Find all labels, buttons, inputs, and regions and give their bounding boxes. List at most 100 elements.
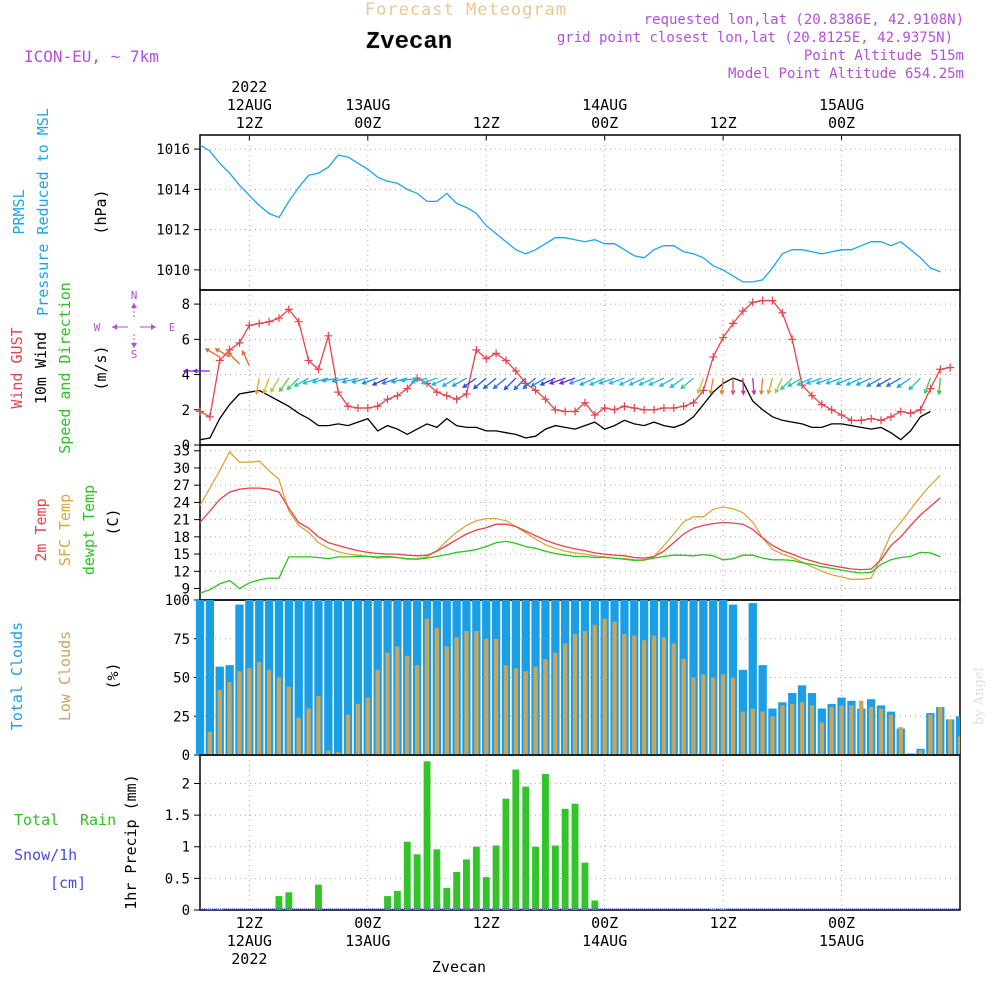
low-cloud-bar-13 <box>326 750 331 755</box>
model-label: ICON-EU, ~ 7km <box>24 47 159 66</box>
gust-point-74 <box>926 384 935 393</box>
gust-point-52 <box>709 352 718 361</box>
wind-arrow-28 <box>462 377 477 388</box>
rain-bar-22 <box>551 845 559 910</box>
top-time-label-0-2: 12Z <box>236 114 263 132</box>
wind-arrow-60 <box>779 377 793 391</box>
wind-arrow-17 <box>351 377 368 384</box>
bottom-time-label-3-0: 00Z <box>591 914 618 932</box>
gust-point-42 <box>610 405 619 414</box>
wind-arrow-23 <box>410 377 428 384</box>
wind-arrow-69 <box>866 377 882 387</box>
wind-arrow-41 <box>588 377 605 386</box>
sfc-temp-series <box>199 450 941 580</box>
gust-point-34 <box>531 386 540 395</box>
low-cloud-bar-42 <box>612 621 617 755</box>
gust-point-36 <box>551 405 560 414</box>
requested-coords: requested lon,lat (20.8386E, 42.9108N) <box>644 12 964 28</box>
wind-arrow-47 <box>648 377 665 386</box>
rain-bar-12 <box>453 872 461 910</box>
gust-point-39 <box>580 398 589 407</box>
temp-ytick-label-3: 18 <box>173 530 190 546</box>
pressure-label-prmsl: PRMSL <box>10 189 28 234</box>
rain-bar-20 <box>532 846 539 910</box>
wind-arrow-26 <box>441 377 457 387</box>
temp-ytick-label-4: 21 <box>173 513 190 529</box>
low-cloud-bar-32 <box>513 668 518 755</box>
gust-point-75 <box>936 365 945 374</box>
total-cloud-bar-0 <box>195 600 205 755</box>
gust-point-55 <box>738 307 747 316</box>
wind-arrow-66 <box>835 377 852 386</box>
low-cloud-bar-8 <box>276 677 282 755</box>
clouds-panel: Total Clouds Low Clouds (%) <box>8 622 122 730</box>
rain-bar-13 <box>463 859 470 910</box>
wind-arrow-38 <box>558 377 576 385</box>
gust-point-10 <box>294 317 303 326</box>
bottom-time-label-3-1: 14AUG <box>582 932 627 950</box>
bottom-time-label-0-1: 12AUG <box>227 932 272 950</box>
precip-border <box>199 754 961 911</box>
temp-ytick-label-5: 24 <box>173 495 190 511</box>
low-cloud-bar-5 <box>247 668 252 755</box>
low-cloud-bar-47 <box>661 637 666 755</box>
gust-point-44 <box>630 404 639 413</box>
gust-point-64 <box>827 405 836 414</box>
low-cloud-bar-62 <box>809 705 815 755</box>
pressure-ytick-label-2: 1014 <box>156 182 190 198</box>
low-cloud-bar-67 <box>859 700 864 756</box>
low-cloud-bar-27 <box>464 631 469 755</box>
gust-point-7 <box>265 317 274 326</box>
bottom-time-label-5-1: 15AUG <box>819 932 864 950</box>
gust-point-14 <box>334 388 343 397</box>
rain-bar-6 <box>393 891 401 910</box>
rain-bar-4 <box>315 884 322 910</box>
wind-arrow-10 <box>286 377 300 391</box>
low-cloud-bar-39 <box>582 631 588 755</box>
gust-point-67 <box>857 416 866 425</box>
pressure-border <box>199 134 961 291</box>
pressure-series <box>199 144 941 283</box>
gust-point-56 <box>748 298 757 307</box>
gust-point-58 <box>768 296 777 305</box>
rain-bar-23 <box>561 808 569 910</box>
temp-ytick-label-2: 15 <box>173 547 190 563</box>
low-cloud-bar-45 <box>642 640 647 755</box>
bottom-time-label-0-2: 2022 <box>231 950 267 968</box>
wind-speed-series <box>199 377 931 441</box>
temp-ytick-label-8: 33 <box>173 444 190 460</box>
wind-arrow-48 <box>658 377 675 387</box>
rain-bar-21 <box>542 774 549 910</box>
pressure-panel: PRMSL Pressure Reduced to MSL (hPa) <box>10 108 110 316</box>
low-cloud-bar-29 <box>484 638 489 756</box>
low-cloud-bar-11 <box>306 708 311 755</box>
top-time-label-0-1: 12AUG <box>227 96 272 114</box>
rain-bar-1 <box>216 909 224 910</box>
low-cloud-bar-56 <box>750 708 755 755</box>
total-cloud-bar-11 <box>304 600 313 755</box>
model-point-altitude: Model Point Altitude 654.25m <box>728 66 964 82</box>
low-cloud-bar-4 <box>237 671 242 755</box>
precip-ytick-label-3: 1.5 <box>165 808 190 824</box>
rain-bar-8 <box>413 854 421 910</box>
rain-bar-2 <box>275 896 283 910</box>
gust-point-72 <box>906 409 915 418</box>
total-cloud-bar-16 <box>353 600 363 755</box>
pressure-frame: 1010 1012 1014 1016 <box>156 134 961 291</box>
rain-bar-5 <box>384 896 391 910</box>
wind-arrow-59 <box>774 377 783 394</box>
rain-bar-11 <box>443 887 451 910</box>
wind-arrow-16 <box>341 377 359 384</box>
clouds-ytick-label-3: 75 <box>173 632 190 648</box>
gust-point-16 <box>353 404 362 413</box>
total-cloud-bar-1 <box>205 600 214 755</box>
wind-arrow-45 <box>628 377 645 386</box>
top-time-label-3-1: 00Z <box>591 114 618 132</box>
gust-point-53 <box>719 333 728 342</box>
bottom-time-label-1-1: 13AUG <box>345 932 390 950</box>
wind-arrow-55 <box>740 378 746 396</box>
wind-arrow-25 <box>431 377 448 386</box>
low-cloud-bar-43 <box>622 634 627 755</box>
wind-label-dir: Speed and Direction <box>56 282 74 454</box>
